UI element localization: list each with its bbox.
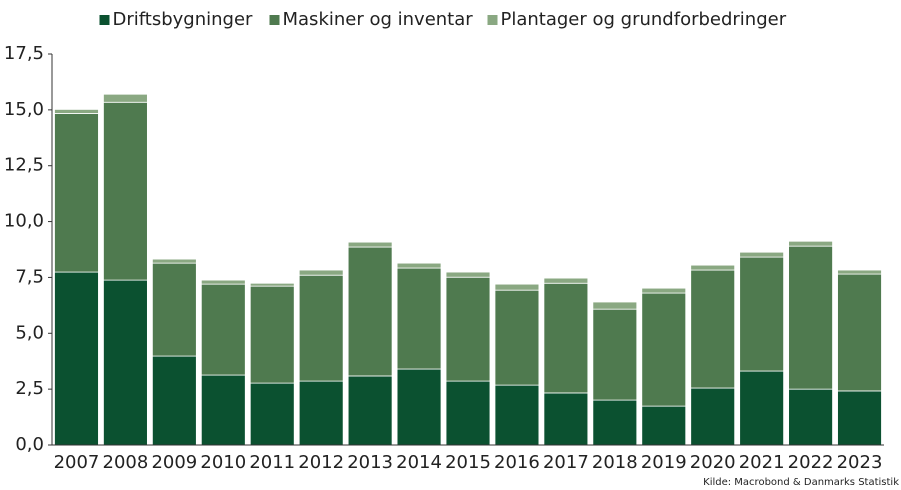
bar-segment [837,390,882,446]
x-tick-label: 2013 [347,452,393,473]
x-tick-label: 2016 [494,452,540,473]
bar-segment [151,355,197,446]
bar-segment [396,267,442,370]
y-tick-label: 0,0 [15,434,44,455]
x-tick-label: 2009 [151,452,197,473]
bar-segment [543,282,589,394]
bar-segment [837,273,882,392]
x-tick-label: 2020 [690,452,736,473]
bar-segment [543,277,589,284]
x-tick-label: 2007 [54,452,100,473]
source-note: Kilde: Macrobond & Danmarks Statistik [703,477,899,488]
legend-swatch [99,15,110,25]
bar-segment [200,279,246,285]
x-tick-label: 2015 [445,452,491,473]
x-tick-label: 2023 [837,452,883,473]
x-tick-label: 2017 [543,452,589,473]
bar-segment [445,276,491,382]
x-tick-label: 2019 [641,452,687,473]
bar-segment [54,113,99,273]
bar-segment [641,287,687,294]
y-tick-label: 5,0 [15,322,44,343]
bar-segment [592,399,638,446]
bar-segment [543,392,589,446]
y-tick-label: 17,5 [4,43,44,64]
bar-segment [494,289,540,386]
x-tick-label: 2011 [249,452,295,473]
bar-segment [445,380,491,446]
bar-segment [347,246,393,377]
bar-segment [54,109,99,114]
bar-segment [641,292,687,407]
legend-label: Driftsbygninger [113,9,254,30]
y-tick-label: 10,0 [4,211,44,232]
x-tick-label: 2014 [396,452,442,473]
bar-segment [494,283,540,291]
legend-swatch [487,15,498,25]
x-tick-label: 2021 [739,452,785,473]
bar-segment [837,269,882,275]
bar-segment [739,370,785,446]
y-tick-label: 15,0 [4,99,44,120]
bar-segment [788,240,833,247]
y-tick-label: 12,5 [4,155,44,176]
bar-segment [347,375,393,446]
bar-segment [249,285,295,384]
bar-segment [690,387,736,446]
bar-segment [249,282,295,287]
x-tick-label: 2010 [200,452,246,473]
bar-segment [298,380,344,446]
legend-label: Plantager og grundforbedringer [501,9,787,30]
x-tick-label: 2018 [592,452,638,473]
bar-segment [690,269,736,389]
bar-segment [494,384,540,446]
legend-swatch [269,15,280,25]
bar-segment [298,274,344,382]
bar-segment [347,241,393,248]
bar-segment [592,301,638,310]
bar-segment [739,256,785,372]
bar-segment [54,271,99,446]
y-tick-label: 7,5 [15,266,44,287]
bar-segment [396,262,442,269]
bar-segment [151,262,197,357]
legend-label: Maskiner og inventar [283,9,474,30]
bar-segment [103,101,148,281]
bar-segment [445,271,491,278]
bar-segment [249,382,295,446]
bar-segment [103,93,148,103]
bar-segment [788,388,833,446]
bar-segment [298,269,344,276]
bar-segment [396,368,442,446]
bar-segment [200,283,246,376]
bar-segment [592,308,638,401]
bar-segment [690,264,736,271]
y-tick-label: 2,5 [15,378,44,399]
x-tick-label: 2012 [298,452,344,473]
bar-segment [739,251,785,258]
x-tick-label: 2008 [103,452,149,473]
bar-segment [641,405,687,446]
x-tick-label: 2022 [788,452,834,473]
bar-segment [151,258,197,264]
bar-segment [103,279,148,446]
bar-segment [200,374,246,446]
bar-segment [788,245,833,390]
